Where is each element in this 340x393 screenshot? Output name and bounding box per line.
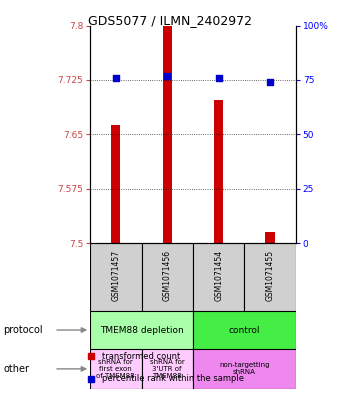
Bar [141, 349, 193, 389]
Bar [90, 311, 193, 349]
Text: GDS5077 / ILMN_2402972: GDS5077 / ILMN_2402972 [88, 14, 252, 27]
Text: TMEM88 depletion: TMEM88 depletion [100, 325, 183, 334]
Text: other: other [3, 364, 29, 374]
Bar [193, 349, 296, 389]
Text: control: control [228, 325, 260, 334]
Bar [163, 26, 172, 243]
Text: GSM1071457: GSM1071457 [111, 250, 120, 301]
Bar [111, 125, 120, 243]
Bar [244, 243, 296, 311]
Text: shRNA for
first exon
of TMEM88: shRNA for first exon of TMEM88 [97, 359, 135, 379]
Point [216, 75, 221, 81]
Text: percentile rank within the sample: percentile rank within the sample [102, 374, 243, 383]
Bar [193, 311, 296, 349]
Bar [141, 243, 193, 311]
Text: shRNA for
3'UTR of
TMEM88: shRNA for 3'UTR of TMEM88 [150, 359, 185, 379]
Text: GSM1071454: GSM1071454 [214, 250, 223, 301]
Text: non-targetting
shRNA: non-targetting shRNA [219, 362, 270, 375]
Point [267, 79, 273, 85]
Text: GSM1071455: GSM1071455 [266, 250, 275, 301]
Bar [90, 243, 141, 311]
Bar [193, 243, 244, 311]
Text: transformed count: transformed count [102, 352, 180, 361]
Text: protocol: protocol [3, 325, 43, 335]
Bar [266, 232, 275, 243]
Point [113, 75, 119, 81]
Point [165, 72, 170, 79]
Bar [90, 349, 141, 389]
Text: GSM1071456: GSM1071456 [163, 250, 172, 301]
Bar [214, 100, 223, 243]
